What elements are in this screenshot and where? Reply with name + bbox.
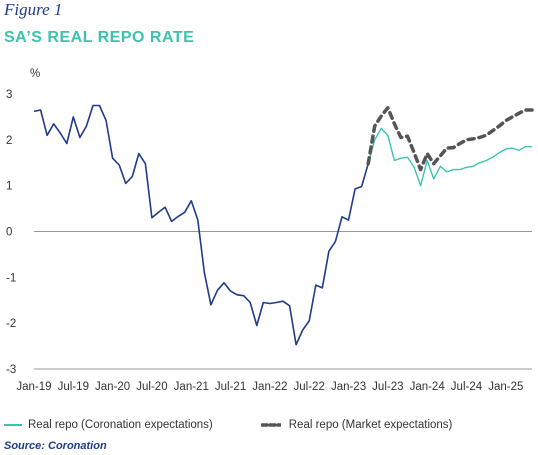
x-tick-label: Jul-19 xyxy=(58,381,89,393)
chart-title: SA’S REAL REPO RATE xyxy=(4,29,195,46)
x-tick-label: Jul-22 xyxy=(294,381,325,393)
y-tick-label: -1 xyxy=(6,272,16,284)
x-tick-label: Jul-21 xyxy=(215,381,246,393)
legend-label-coronation: Real repo (Coronation expectations) xyxy=(28,419,213,431)
figure-label: Figure 1 xyxy=(4,0,63,19)
legend-label-market: Real repo (Market expectations) xyxy=(288,419,453,431)
series-line-market xyxy=(366,106,534,172)
y-tick-label: 2 xyxy=(6,135,12,147)
x-tick-label: Jan-20 xyxy=(95,381,130,393)
series-line-historical xyxy=(33,104,369,346)
y-tick-label: 0 xyxy=(6,227,12,239)
chart-axes xyxy=(34,231,532,370)
x-tick-label: Jul-20 xyxy=(136,381,167,393)
x-tick-label: Jan-21 xyxy=(174,381,209,393)
y-tick-label: -3 xyxy=(6,364,16,376)
chart-legend: Real repo (Coronation expectations) Real… xyxy=(4,419,500,431)
source-note: Source: Coronation xyxy=(4,440,107,452)
y-tick-label: 1 xyxy=(6,181,12,193)
chart-series xyxy=(33,104,534,346)
legend-item-market: Real repo (Market expectations) xyxy=(260,419,453,431)
x-tick-label: Jan-19 xyxy=(16,381,51,393)
x-tick-label: Jan-24 xyxy=(410,381,446,393)
x-tick-label: Jan-25 xyxy=(488,381,523,393)
legend-swatch-market xyxy=(260,423,281,427)
y-tick-label: -2 xyxy=(6,318,16,330)
x-tick-label: Jan-22 xyxy=(252,381,287,393)
x-tick-label: Jul-23 xyxy=(372,381,403,393)
y-axis-unit: % xyxy=(30,68,40,80)
y-tick-label: 3 xyxy=(6,89,12,101)
legend-item-coronation: Real repo (Coronation expectations) xyxy=(4,419,213,431)
x-tick-label: Jul-24 xyxy=(451,381,483,393)
x-tick-label: Jan-23 xyxy=(331,381,366,393)
legend-swatch-coronation xyxy=(4,424,22,426)
series-line-coronation xyxy=(367,127,532,187)
